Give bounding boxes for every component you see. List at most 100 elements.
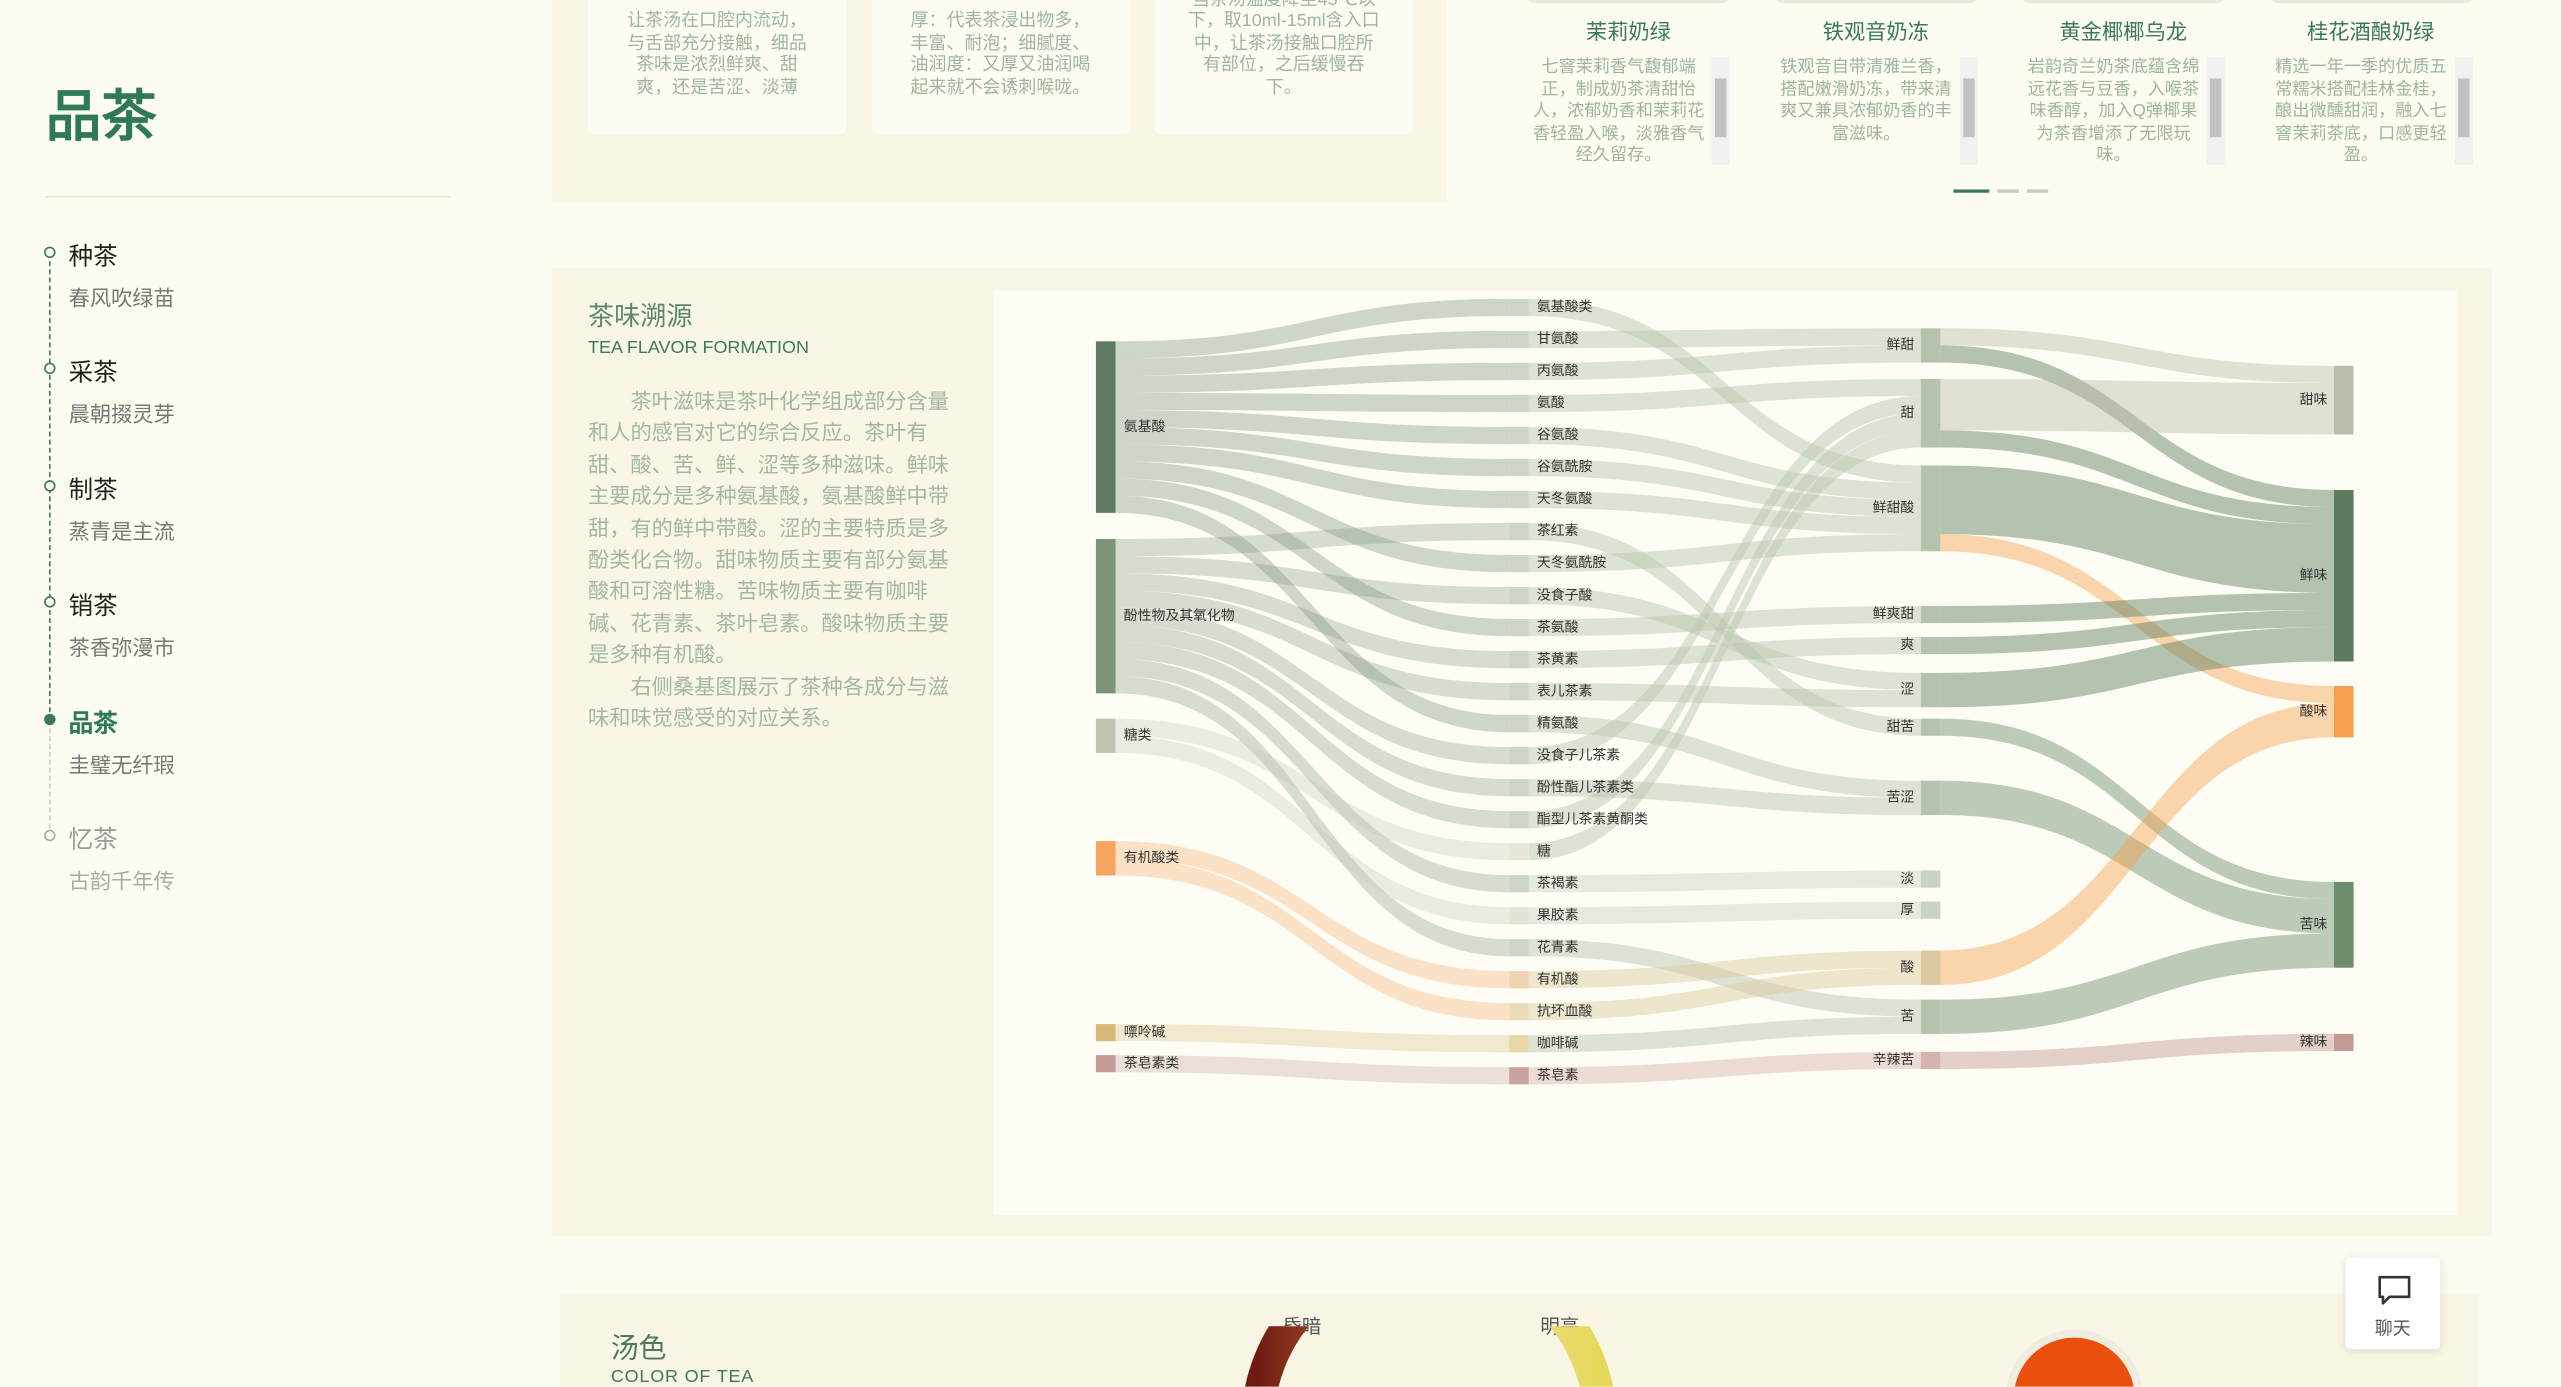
sankey-link: [1528, 683, 1921, 708]
sankey-link: [1528, 1051, 1921, 1085]
nav-title[interactable]: 种茶: [68, 243, 118, 272]
sankey-link: [1115, 590, 1510, 701]
sankey-link: [1115, 641, 1510, 829]
paragraph: 茶叶滋味是茶叶化学组成部分含量和人的感官对它的综合反应。茶叶有甜、酸、苦、鲜、涩…: [587, 388, 949, 667]
sankey-link: [1528, 939, 1921, 1017]
sankey-node: [1509, 779, 1529, 797]
carousel-indicator-active[interactable]: [1953, 189, 1990, 193]
nav-title[interactable]: 忆茶: [68, 826, 118, 855]
scrollbar[interactable]: [1959, 57, 1978, 165]
sankey-link: [1940, 627, 2334, 708]
nav-title[interactable]: 制茶: [68, 476, 118, 505]
sankey-link: [1115, 556, 1510, 605]
sankey-link: [1528, 328, 1921, 349]
nav-dot[interactable]: [44, 480, 56, 492]
sankey-node-label: 苦涩: [1886, 789, 1914, 805]
nav-dot[interactable]: [44, 829, 56, 842]
sankey-link: [1940, 933, 2334, 1034]
sankey-node-label: 鲜甜酸: [1873, 499, 1915, 515]
sankey-node-label: 酚性物及其氧化物: [1124, 607, 1235, 623]
sankey-node-label: 有机酸类: [1124, 849, 1180, 865]
scrollbar[interactable]: [2454, 57, 2472, 165]
sankey-node: [1920, 465, 1941, 552]
sankey-link: [1528, 522, 1921, 736]
sankey-node: [1509, 715, 1529, 733]
product-name[interactable]: 桂花酒酿奶绿: [2306, 19, 2435, 45]
sankey-node-label: 甜苦: [1886, 718, 1914, 734]
sankey-node: [1095, 1055, 1116, 1073]
sankey-link: [1940, 703, 2334, 985]
sankey-link: [1528, 715, 1921, 798]
sankey-link: [1940, 465, 2334, 593]
sankey-link: [1115, 624, 1510, 797]
sankey-link: [1940, 345, 2334, 508]
sankey-node: [1095, 1024, 1116, 1042]
sankey-node: [1095, 718, 1116, 753]
product-name[interactable]: 茉莉奶绿: [1585, 19, 1671, 45]
sankey-link: [1528, 587, 1921, 691]
sankey-node: [1509, 362, 1529, 381]
sankey-link: [1115, 1024, 1510, 1053]
sankey-link: [1115, 409, 1510, 445]
scrollbar-thumb[interactable]: [1962, 78, 1974, 138]
product-name[interactable]: 铁观音奶冻: [1822, 19, 1929, 45]
sankey-node-label: 抗坏血酸: [1537, 1002, 1593, 1018]
sankey-link: [1528, 490, 1921, 535]
sankey-link: [1528, 298, 1921, 483]
sankey-node: [1509, 811, 1529, 829]
chat-button[interactable]: 聊天: [2345, 1257, 2441, 1350]
scrollbar-thumb[interactable]: [1714, 78, 1727, 138]
nav-line: [48, 720, 51, 837]
sankey-node: [1509, 619, 1529, 637]
carousel-indicator[interactable]: [1997, 189, 2019, 193]
sankey-node-label: 辣味: [2300, 1033, 2328, 1049]
scrollbar-thumb[interactable]: [2209, 78, 2222, 138]
scrollbar[interactable]: [2206, 57, 2225, 165]
sankey-node: [1509, 651, 1529, 669]
sankey-link: [1115, 478, 1510, 637]
sankey-node-label: 甘氨酸: [1537, 330, 1579, 346]
sankey-link: [1940, 534, 2334, 704]
sankey-link: [1528, 413, 1921, 829]
sankey-link: [1940, 592, 2334, 624]
flavor-text: 茶叶滋味是茶叶化学组成部分含量和人的感官对它的综合反应。茶叶有甜、酸、苦、鲜、涩…: [588, 385, 951, 734]
sankey-node: [1920, 378, 1941, 448]
sankey-link: [1528, 396, 1921, 765]
sidebar-title: 品茶: [45, 86, 157, 149]
sankey-node: [1920, 328, 1941, 363]
sankey-node: [1509, 554, 1529, 573]
sankey-link: [1115, 1055, 1510, 1085]
sankey-node: [1509, 490, 1529, 509]
nav-dot[interactable]: [44, 596, 56, 608]
sankey-node-label: 茶氨酸: [1537, 618, 1579, 634]
sankey-node: [1509, 298, 1529, 317]
sankey-node-label: 甜味: [2300, 391, 2328, 407]
nav-title[interactable]: 采茶: [68, 359, 118, 388]
sankey-node: [1920, 901, 1941, 919]
sankey-node: [1509, 426, 1529, 445]
sankey-node: [1509, 875, 1529, 893]
sankey-node: [1920, 718, 1941, 736]
product-name[interactable]: 黄金椰椰乌龙: [2059, 19, 2187, 45]
sankey-node: [1920, 999, 1941, 1034]
nav-dot[interactable]: [44, 362, 56, 375]
color-dial[interactable]: [1241, 1326, 1633, 1387]
nav-dot[interactable]: [44, 713, 56, 726]
sankey-node: [1509, 458, 1529, 477]
carousel-indicator[interactable]: [2026, 189, 2049, 193]
sankey-link: [1528, 779, 1921, 816]
sankey-link: [1115, 858, 1510, 1021]
sankey-node: [1095, 841, 1116, 876]
tea-cup: [2006, 1329, 2142, 1387]
sankey-link: [1115, 427, 1510, 477]
scrollbar-thumb[interactable]: [2457, 78, 2469, 138]
nav-title[interactable]: 品茶: [68, 710, 118, 739]
sankey-node-label: 鲜味: [2300, 566, 2328, 582]
sankey-link: [1528, 950, 1921, 989]
scrollbar[interactable]: [1711, 57, 1730, 165]
nav-dot[interactable]: [44, 246, 56, 259]
divider: [45, 195, 451, 198]
sankey-node-label: 涩: [1900, 681, 1914, 697]
nav-title[interactable]: 销茶: [68, 592, 118, 621]
